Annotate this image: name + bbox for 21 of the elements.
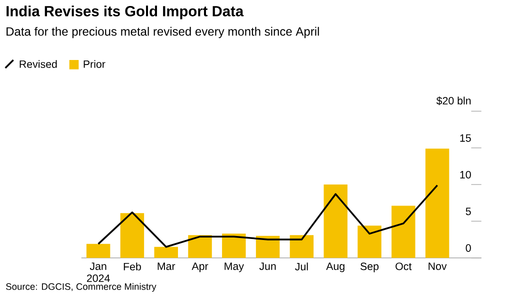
- x-tick-label: Jun: [259, 262, 276, 270]
- x-tick-label: Feb: [124, 262, 141, 270]
- legend-label: Revised: [20, 60, 57, 68]
- x-tick-label: Jul: [295, 262, 308, 270]
- x-tick-label: May: [224, 262, 244, 272]
- x-tick-label: Nov: [428, 262, 447, 270]
- chart-title: India Revises its Gold Import Data: [6, 6, 244, 20]
- y-tick-label: 15: [460, 134, 471, 142]
- x-tick-label: Aug: [326, 262, 344, 272]
- x-tick-label: Mar: [158, 262, 176, 270]
- x-tick-label: Sep: [360, 262, 379, 272]
- source-note: Source: DGCIS, Commerce Ministry: [6, 283, 156, 292]
- y-tick-label: 0: [466, 244, 471, 252]
- y-tick-label: 10: [460, 170, 471, 178]
- y-tick-label: $20 bln: [436, 96, 471, 106]
- chart-subtitle: Data for the precious metal revised every month since April: [6, 26, 319, 38]
- legend-label: Prior: [84, 60, 106, 68]
- x-tick-label: Oct: [396, 262, 412, 270]
- x-tick-label: Jan 2024: [86, 262, 110, 282]
- x-tick-label: Apr: [192, 262, 208, 272]
- y-tick-label: 5: [466, 208, 471, 216]
